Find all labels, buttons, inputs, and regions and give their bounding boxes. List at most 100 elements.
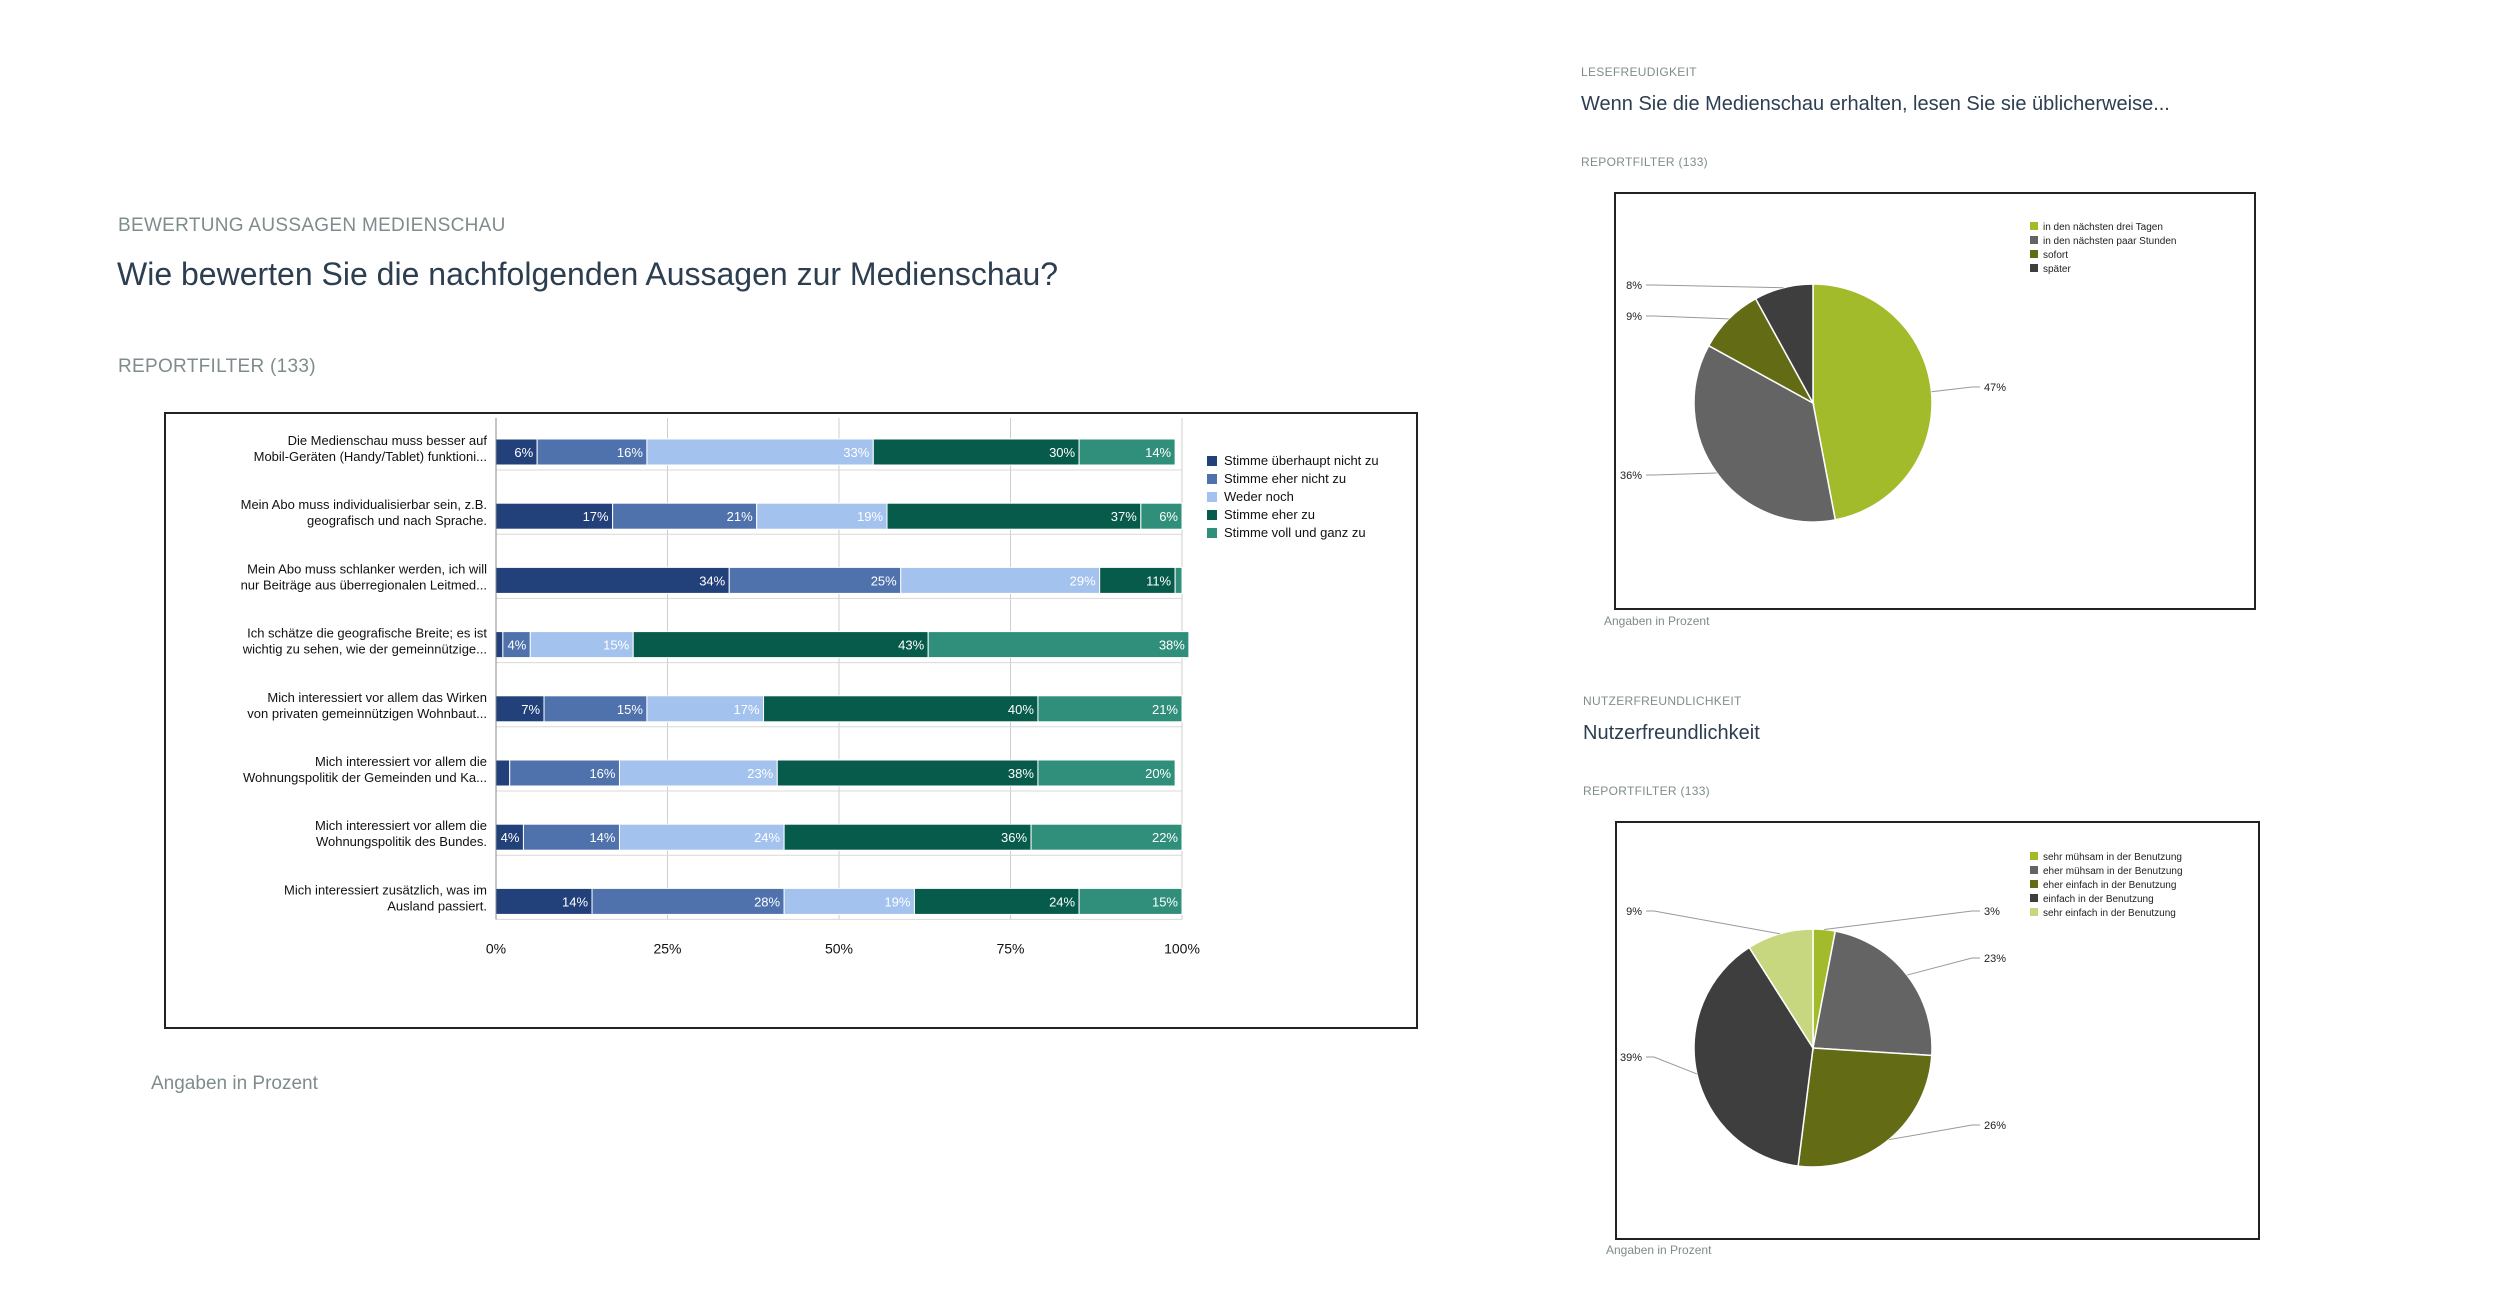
- bar-chart-kicker: BEWERTUNG AUSSAGEN MEDIENSCHAU: [118, 215, 506, 236]
- x-tick-label: 25%: [653, 940, 681, 956]
- bar-segment: [1174, 566, 1183, 594]
- category-label: Mein Abo muss individualisierbar sein, z…: [241, 497, 487, 512]
- data-label: 6%: [1159, 509, 1178, 524]
- legend-label: eher mühsam in der Benutzung: [2043, 866, 2183, 877]
- legend-swatch: [2030, 250, 2038, 258]
- pie-chart-lesefreudigkeit: 47% 36% 9% 8% in den nächsten drei Tagen in d…: [1620, 222, 2176, 523]
- leader-line: [1646, 472, 1717, 476]
- data-label: 21%: [1152, 702, 1178, 717]
- bar-segment: [543, 695, 648, 723]
- bar-segment: [1078, 887, 1183, 915]
- bar-segment: [783, 823, 1032, 851]
- data-label: 16%: [617, 445, 643, 460]
- legend-label: sofort: [2043, 250, 2068, 261]
- bar-chart-note: Angaben in Prozent: [151, 1073, 318, 1094]
- bar-chart-frame: 0% 25% 50% 75% 100% Die Medienschau muss bess…: [164, 412, 1418, 1029]
- bar-segment: [763, 695, 1039, 723]
- data-label: 36%: [1001, 830, 1027, 845]
- legend-swatch: [1207, 492, 1217, 502]
- leader-line: [1646, 315, 1729, 320]
- pie1-reportfilter[interactable]: REPORTFILTER (133): [1581, 155, 1708, 169]
- bar-segment: [913, 887, 1080, 915]
- data-label: 15%: [617, 702, 643, 717]
- pie1-note: Angaben in Prozent: [1604, 614, 1710, 628]
- bar-segment: [536, 438, 648, 466]
- data-label: 14%: [589, 830, 615, 845]
- leader-line: [1888, 1124, 1980, 1141]
- leader-line: [1646, 910, 1780, 935]
- data-label: 17%: [583, 509, 609, 524]
- slice-label: 8%: [1626, 280, 1642, 292]
- bar-chart-reportfilter[interactable]: REPORTFILTER (133): [118, 356, 316, 377]
- category-label: von privaten gemeinnützigen Wohnbaut...: [247, 706, 487, 721]
- bar-segment: [872, 438, 1080, 466]
- data-label: 38%: [1008, 766, 1034, 781]
- category-label: Mein Abo muss schlanker werden, ich will: [247, 561, 487, 576]
- bar-segment: [495, 566, 730, 594]
- data-label: 15%: [1152, 894, 1178, 909]
- bar-segment: [756, 502, 888, 530]
- category-label: Wohnungspolitik der Gemeinden und Ka...: [243, 770, 487, 785]
- category-label: nur Beiträge aus überregionalen Leitmed.…: [241, 577, 487, 592]
- pie1-question: Wenn Sie die Medienschau erhalten, lesen…: [1581, 93, 2170, 115]
- bar-segment: [522, 823, 620, 851]
- data-label: 29%: [1070, 573, 1096, 588]
- pie-slice: [1812, 283, 1933, 521]
- legend-label: in den nächsten drei Tagen: [2043, 222, 2163, 233]
- data-label: 16%: [589, 766, 615, 781]
- bar-segment: [509, 759, 620, 787]
- legend-label: einfach in der Benutzung: [2043, 894, 2154, 905]
- bar-segment: [529, 631, 634, 659]
- legend-swatch: [2030, 852, 2038, 860]
- legend-label: in den nächsten paar Stunden: [2043, 236, 2176, 247]
- legend-swatch: [1207, 456, 1217, 466]
- category-label: Wohnungspolitik des Bundes.: [316, 834, 487, 849]
- slice-label: 47%: [1984, 382, 2006, 394]
- pie1-frame: 47% 36% 9% 8% in den nächsten drei Tagen in d…: [1614, 192, 2256, 610]
- bar-segment: [900, 566, 1101, 594]
- bar-segment: [495, 759, 511, 787]
- category-label: Mobil-Geräten (Handy/Tablet) funktioni..…: [254, 449, 487, 464]
- legend-label: sehr einfach in der Benutzung: [2043, 908, 2176, 919]
- category-label: Die Medienschau muss besser auf: [288, 433, 488, 448]
- data-label: 14%: [562, 894, 588, 909]
- bar-segment: [728, 566, 902, 594]
- leader-line: [1824, 910, 1980, 931]
- bar-segment: [495, 631, 504, 659]
- legend-label: Stimme überhaupt nicht zu: [1224, 453, 1379, 468]
- pie2-reportfilter[interactable]: REPORTFILTER (133): [1583, 784, 1710, 798]
- data-label: 20%: [1145, 766, 1171, 781]
- bar-segment: [1037, 695, 1183, 723]
- data-label: 7%: [521, 702, 540, 717]
- slice-label: 23%: [1984, 953, 2006, 965]
- category-label: Mich interessiert vor allem die: [315, 818, 487, 833]
- legend-swatch: [2030, 236, 2038, 244]
- leader-line: [1906, 957, 1980, 976]
- data-label: 28%: [754, 894, 780, 909]
- data-label: 15%: [603, 638, 629, 653]
- slice-label: 39%: [1620, 1052, 1642, 1064]
- legend-label: sehr mühsam in der Benutzung: [2043, 852, 2182, 863]
- data-label: 17%: [734, 702, 760, 717]
- legend-swatch: [2030, 866, 2038, 874]
- data-label: 34%: [699, 573, 725, 588]
- slice-label: 9%: [1626, 311, 1642, 323]
- bar-segment: [1037, 759, 1176, 787]
- legend-swatch: [1207, 528, 1217, 538]
- pie2-question: Nutzerfreundlichkeit: [1583, 722, 1760, 744]
- leader-line: [1646, 284, 1784, 289]
- data-label: 24%: [1049, 894, 1075, 909]
- data-label: 22%: [1152, 830, 1178, 845]
- category-label: Ausland passiert.: [387, 898, 487, 913]
- category-label: Mich interessiert vor allem die: [315, 754, 487, 769]
- category-label: geografisch und nach Sprache.: [307, 513, 487, 528]
- bar-segment: [646, 695, 765, 723]
- x-tick-label: 75%: [996, 940, 1024, 956]
- bar-segment: [591, 887, 785, 915]
- slice-label: 36%: [1620, 470, 1642, 482]
- data-label: 11%: [1146, 573, 1171, 588]
- bar-chart-question: Wie bewerten Sie die nachfolgenden Aussa…: [117, 256, 1059, 292]
- legend-label: Weder noch: [1224, 489, 1294, 504]
- bar-segment: [1140, 502, 1183, 530]
- data-label: 38%: [1159, 638, 1185, 653]
